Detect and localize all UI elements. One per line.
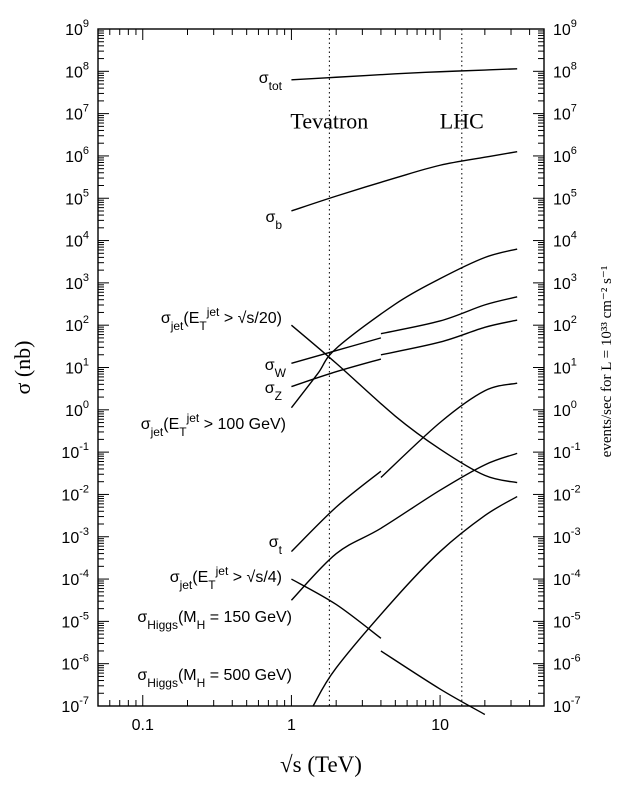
- y-tick-label-right: 10-3: [553, 526, 581, 547]
- y-tick-label-right: 101: [553, 357, 577, 378]
- sigma-z-curve: [291, 358, 382, 388]
- sigma-higgs-150-label: σHiggs(MH = 150 GeV): [137, 609, 292, 632]
- sigma-w-curve: [380, 296, 518, 335]
- y-tick-label-left: 10-4: [61, 568, 89, 589]
- sigma-jet-100-gev-label: σjet(ETjet > 100 GeV): [141, 411, 286, 439]
- y-tick-label-right: 102: [553, 314, 577, 335]
- sigma-jet-sqrt-s-4-curve: [291, 578, 382, 639]
- y-tick-label-left: 10-2: [61, 483, 89, 504]
- y-tick-label-left: 107: [65, 103, 89, 124]
- sigma-b-label: σb: [265, 209, 282, 232]
- sigma-top-curve: [290, 470, 382, 553]
- y-tick-label-left: 105: [65, 187, 89, 208]
- sigma-tot-curve: [291, 68, 518, 81]
- grid-layer: [328, 29, 463, 706]
- y-tick-label-right: 10-5: [553, 610, 581, 631]
- y-tick-label-right: 10-4: [553, 568, 581, 589]
- y-tick-label-right: 107: [553, 103, 577, 124]
- y-tick-label-right: 105: [553, 187, 577, 208]
- y-tick-label-right: 10-7: [553, 695, 581, 716]
- x-tick-label: 1: [287, 717, 296, 734]
- y-tick-label-left: 103: [65, 272, 89, 293]
- y-tick-label-right: 104: [553, 230, 577, 251]
- sigma-top-label: σt: [269, 534, 283, 557]
- y-tick-label-left: 10-5: [61, 610, 89, 631]
- sigma-jet-sqrt-s-20-label: σjet(ETjet > √s/20): [161, 305, 282, 333]
- y-tick-label-left: 102: [65, 314, 89, 335]
- sigma-jet-sqrt-s-20-curve: [290, 324, 518, 484]
- sigma-higgs-500-label: σHiggs(MH = 500 GeV): [137, 667, 292, 690]
- y-tick-label-right: 109: [553, 18, 577, 39]
- y-tick-label-left: 10-1: [61, 441, 89, 462]
- x-tick-label: 10: [431, 717, 449, 734]
- x-axis-label: √s (TeV): [280, 752, 362, 777]
- y-tick-label-right: 10-6: [553, 653, 581, 674]
- sigma-tot-label: σtot: [259, 70, 283, 93]
- sigma-w-label: σW: [265, 357, 287, 380]
- y-axis-label-right: events/sec for L = 10³³ cm⁻² s⁻¹: [599, 266, 615, 458]
- sigma-jet-100-gev-curve: [290, 248, 518, 409]
- y-tick-label-right: 100: [553, 399, 577, 420]
- y-tick-label-right: 108: [553, 60, 577, 81]
- y-tick-label-left: 109: [65, 18, 89, 39]
- y-tick-label-right: 106: [553, 145, 577, 166]
- sigma-z-curve: [380, 319, 518, 356]
- y-tick-label-left: 100: [65, 399, 89, 420]
- sigma-higgs-150-curve: [290, 452, 518, 601]
- sigma-w-curve: [291, 337, 382, 364]
- sigma-z-label: σZ: [265, 380, 282, 403]
- y-tick-label-left: 106: [65, 145, 89, 166]
- y-tick-label-left: 10-6: [61, 653, 89, 674]
- sigma-b-curve: [291, 151, 518, 212]
- y-tick-label-left: 10-7: [61, 695, 89, 716]
- x-tick-label: 0.1: [132, 717, 154, 734]
- y-tick-label-left: 101: [65, 357, 89, 378]
- sigma-higgs-500-curve: [312, 495, 518, 707]
- ticks-layer: [97, 29, 545, 707]
- sigma-jet-sqrt-s-4-curve: [380, 650, 486, 716]
- vline-label-tevatron: Tevatron: [290, 108, 368, 133]
- y-tick-label-left: 104: [65, 230, 89, 251]
- y-tick-label-right: 10-1: [553, 441, 581, 462]
- y-axis-label-left: σ (nb): [10, 340, 35, 394]
- y-tick-label-right: 103: [553, 272, 577, 293]
- sigma-jet-sqrt-s-4-label: σjet(ETjet > √s/4): [170, 564, 282, 592]
- sigma-top-curve: [380, 382, 518, 479]
- y-tick-label-right: 10-2: [553, 483, 581, 504]
- y-tick-label-left: 108: [65, 60, 89, 81]
- vline-label-lhc: LHC: [440, 108, 484, 133]
- curves-layer: [290, 68, 518, 716]
- y-tick-label-left: 10-3: [61, 526, 89, 547]
- labels-layer: 0.1 1 10 109 109 108 108 107 107 106 106 105 105 104 1…: [61, 18, 580, 734]
